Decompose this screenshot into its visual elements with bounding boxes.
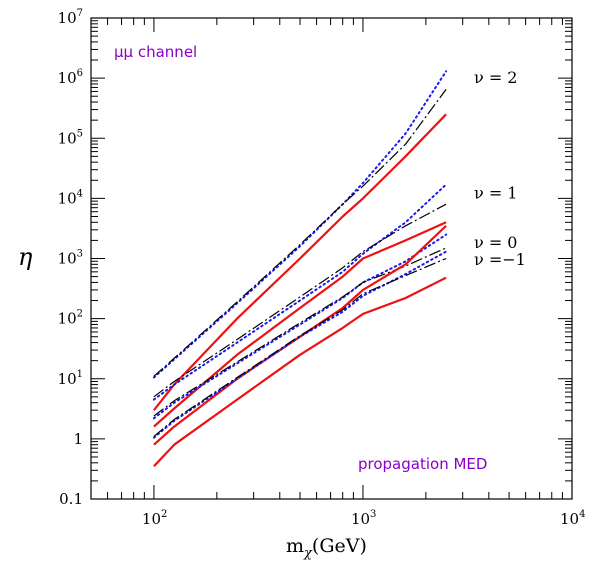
x-tick-exp: 4 — [579, 509, 585, 520]
y-tick-label: 104 — [58, 188, 83, 207]
x-tick-exp: 2 — [161, 509, 167, 520]
y-tick-label: 1 — [73, 430, 83, 448]
x-axis-label: mχ(GeV) — [286, 535, 367, 561]
x-tick-base: 10 — [142, 510, 161, 528]
x-tick-base: 10 — [351, 510, 370, 528]
series-line-nu-0-dashdot — [153, 247, 447, 417]
series-line-nu-1-solid — [153, 221, 447, 428]
series-line-nu-2-dashdot — [153, 89, 447, 377]
x-tick-label: 104 — [560, 509, 585, 528]
x-tick-base: 10 — [560, 510, 579, 528]
x-tick-exp: 3 — [370, 509, 376, 520]
axis-ticks — [90, 17, 573, 500]
y-tick-label: 105 — [58, 128, 83, 147]
y-tick-exp: 4 — [77, 188, 83, 199]
x-tick-label: 102 — [142, 509, 167, 528]
nu-label: ν = 1 — [474, 184, 517, 203]
channel-annotation: μμ channel — [114, 43, 197, 61]
x-tick-label: 103 — [351, 509, 376, 528]
y-tick-exp: 3 — [77, 249, 83, 260]
y-tick-label: 106 — [58, 68, 83, 87]
y-tick-exp: 7 — [77, 8, 83, 19]
y-tick-base: 10 — [58, 69, 77, 87]
y-tick-exp: 5 — [77, 128, 83, 139]
y-tick-exp: 6 — [77, 68, 83, 79]
propagation-annotation: propagation MED — [358, 455, 487, 473]
y-axis-label: η — [18, 243, 33, 271]
nu-labels: ν = 2 ν = 1 ν = 0ν =−1 — [474, 68, 526, 269]
y-tick-label: 0.1 — [59, 490, 83, 508]
y-tick-base: 1 — [73, 430, 83, 448]
nu-label: ν = 0 — [474, 233, 517, 252]
nu-label: ν = 2 — [474, 68, 517, 87]
series-line-nu-1-dashdot — [153, 203, 447, 398]
nu-label: ν =−1 — [474, 250, 526, 269]
y-tick-label: 101 — [58, 369, 83, 388]
y-tick-exp: 1 — [77, 369, 83, 380]
series-line-nu-0-dotted — [152, 233, 448, 420]
y-tick-base: 10 — [58, 189, 77, 207]
y-tick-label: 107 — [58, 8, 83, 27]
y-tick-base: 10 — [58, 129, 77, 147]
series-line-nu--1-solid — [153, 276, 447, 468]
y-tick-base: 10 — [58, 370, 77, 388]
x-axis-label-main: m — [286, 535, 304, 557]
series-lines — [152, 70, 448, 468]
y-tick-base: 0.1 — [59, 490, 83, 508]
y-tick-exp: 2 — [77, 309, 83, 320]
y-tick-base: 10 — [58, 250, 77, 268]
series-line-nu--1-dotted — [152, 250, 448, 439]
x-axis-label-unit: (GeV) — [312, 535, 367, 557]
y-tick-base: 10 — [58, 310, 77, 328]
series-line-nu-1-dotted — [152, 183, 448, 401]
series-line-nu-2-solid — [153, 113, 447, 411]
series-line-nu--1-dashdot — [153, 257, 447, 437]
y-tick-label: 103 — [58, 249, 83, 268]
y-tick-base: 10 — [58, 9, 77, 27]
y-tick-label: 102 — [58, 309, 83, 328]
x-axis-label-sub: χ — [303, 546, 313, 561]
